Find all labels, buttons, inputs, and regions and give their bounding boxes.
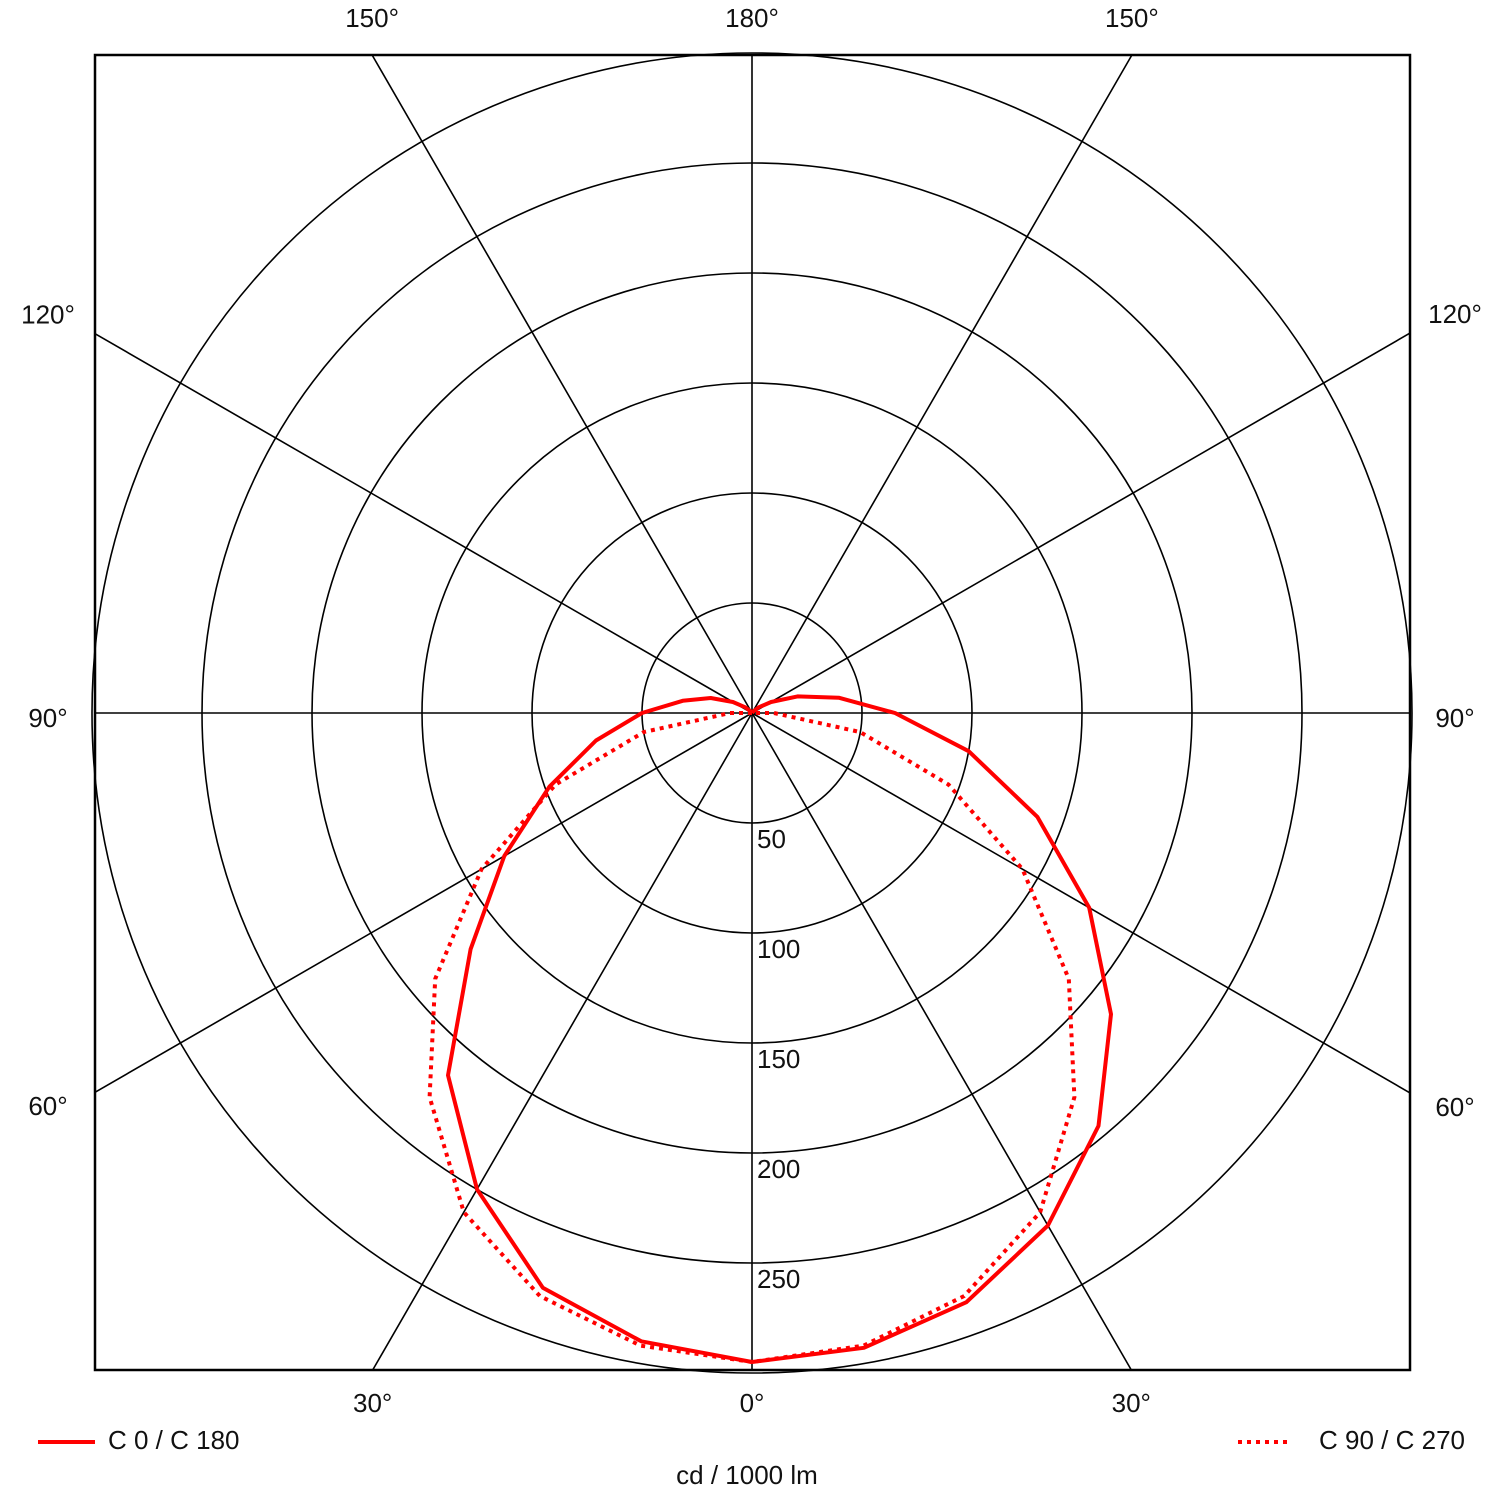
grid-spoke <box>94 712 753 1094</box>
angle-label: 120° <box>21 300 75 330</box>
series-curve <box>427 711 1077 1364</box>
grid-ring <box>91 52 1413 1374</box>
r-tick-label: 150 <box>757 1044 800 1074</box>
angle-label: 0° <box>740 1388 765 1418</box>
angle-label: 150° <box>1105 3 1159 33</box>
r-tick-label: 50 <box>757 824 786 854</box>
angle-label: 90° <box>1435 703 1474 733</box>
grid-spoke <box>94 332 753 714</box>
series-curve <box>446 694 1113 1364</box>
grid-spoke <box>751 332 1411 714</box>
grid-spoke <box>751 712 1133 1371</box>
grid-spoke <box>751 54 1133 714</box>
grid-spoke <box>371 712 753 1371</box>
angle-label: 180° <box>725 3 779 33</box>
legend-label: C 0 / C 180 <box>108 1425 240 1455</box>
r-tick-label: 100 <box>757 934 800 964</box>
r-tick-label: 250 <box>757 1264 800 1294</box>
angle-label: 30° <box>1112 1388 1151 1418</box>
grid-spoke <box>371 54 753 714</box>
angle-label: 60° <box>1435 1092 1474 1122</box>
unit-label: cd / 1000 lm <box>676 1460 818 1490</box>
angle-label: 60° <box>28 1091 67 1121</box>
angle-label: 30° <box>353 1388 392 1418</box>
grid-spoke <box>751 712 1411 1094</box>
angle-label: 150° <box>345 3 399 33</box>
angle-label: 90° <box>28 703 67 733</box>
legend-label: C 90 / C 270 <box>1319 1425 1465 1455</box>
angle-label: 120° <box>1428 299 1482 329</box>
r-tick-label: 200 <box>757 1154 800 1184</box>
